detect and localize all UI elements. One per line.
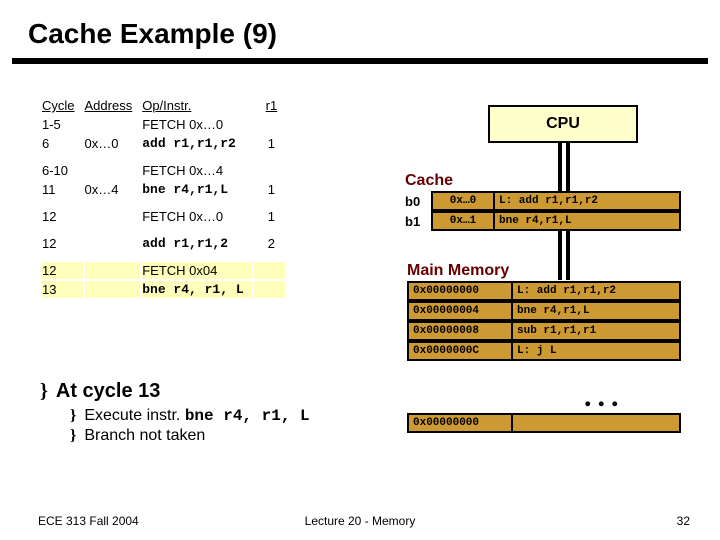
mm-addr: 0x00000000 bbox=[407, 413, 513, 433]
cache-label: Cache bbox=[405, 172, 453, 190]
mm-addr: 0x0000000C bbox=[407, 341, 513, 361]
bus-line bbox=[566, 231, 570, 280]
cache-row: b10x…1 bne r4,r1,L bbox=[405, 211, 681, 231]
brace-icon: } bbox=[40, 380, 48, 402]
bullet-main: } At cycle 13 bbox=[40, 380, 310, 403]
th-addr: Address bbox=[85, 97, 141, 114]
title-rule bbox=[12, 58, 708, 64]
bus-line bbox=[566, 143, 570, 191]
cache-idx: b1 bbox=[405, 211, 431, 231]
slide-title: Cache Example (9) bbox=[0, 0, 720, 56]
cache-tag: 0x…0 bbox=[431, 191, 495, 211]
mm-instr: sub r1,r1,r1 bbox=[513, 321, 681, 341]
bullet-sub2-text: Branch not taken bbox=[84, 427, 205, 444]
mm-addr: 0x00000008 bbox=[407, 321, 513, 341]
bullets: } At cycle 13 } Execute instr. bne r4, r1,… bbox=[40, 380, 310, 445]
mm-instr: L: add r1,r1,r2 bbox=[513, 281, 681, 301]
bullet-sub1-a: Execute instr. bbox=[84, 407, 185, 424]
brace-icon: } bbox=[70, 407, 76, 424]
mm-addr: 0x00000004 bbox=[407, 301, 513, 321]
bus-line bbox=[558, 143, 562, 191]
mm-label: Main Memory bbox=[407, 262, 509, 280]
cpu-box: CPU bbox=[488, 105, 638, 143]
bullet-main-text: At cycle 13 bbox=[56, 380, 161, 402]
mm-row: 0x00000008 sub r1,r1,r1 bbox=[407, 321, 681, 341]
th-r1: r1 bbox=[254, 97, 286, 114]
cache-instr: bne r4,r1,L bbox=[495, 211, 681, 231]
mm-addr: 0x00000000 bbox=[407, 281, 513, 301]
cache-tag: 0x…1 bbox=[431, 211, 495, 231]
ellipsis: ... bbox=[584, 380, 625, 414]
mm-row: 0x00000000L: add r1,r1,r2 bbox=[407, 281, 681, 301]
mm-instr: bne r4,r1,L bbox=[513, 301, 681, 321]
cache-row: b00x…0L: add r1,r1,r2 bbox=[405, 191, 681, 211]
mm-instr bbox=[513, 413, 681, 433]
th-cycle: Cycle bbox=[42, 97, 83, 114]
bullet-sub1-b: bne r4, r1, L bbox=[185, 407, 310, 425]
cache-idx: b0 bbox=[405, 191, 431, 211]
footer-center: Lecture 20 - Memory bbox=[0, 514, 720, 528]
footer-right: 32 bbox=[677, 514, 690, 528]
bullet-sub1: } Execute instr. bne r4, r1, L bbox=[70, 407, 310, 425]
bus-line bbox=[558, 231, 562, 280]
mm-row: 0x00000004 bne r4,r1,L bbox=[407, 301, 681, 321]
mm-instr: L: j L bbox=[513, 341, 681, 361]
trace-table: Cycle Address Op/Instr. r1 1-5FETCH 0x…0… bbox=[40, 95, 287, 300]
brace-icon: } bbox=[70, 427, 76, 444]
cache-instr: L: add r1,r1,r2 bbox=[495, 191, 681, 211]
th-op: Op/Instr. bbox=[142, 97, 251, 114]
mm-row: 0x0000000CL: j L bbox=[407, 341, 681, 361]
bullet-sub2: } Branch not taken bbox=[70, 427, 310, 445]
mm-row: 0x00000000 bbox=[407, 413, 681, 433]
